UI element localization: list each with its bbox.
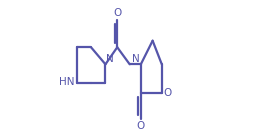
- Text: O: O: [113, 8, 121, 18]
- Text: O: O: [164, 88, 172, 98]
- Text: O: O: [137, 121, 145, 131]
- Text: HN: HN: [59, 77, 74, 87]
- Text: N: N: [132, 54, 140, 64]
- Text: N: N: [106, 54, 114, 64]
